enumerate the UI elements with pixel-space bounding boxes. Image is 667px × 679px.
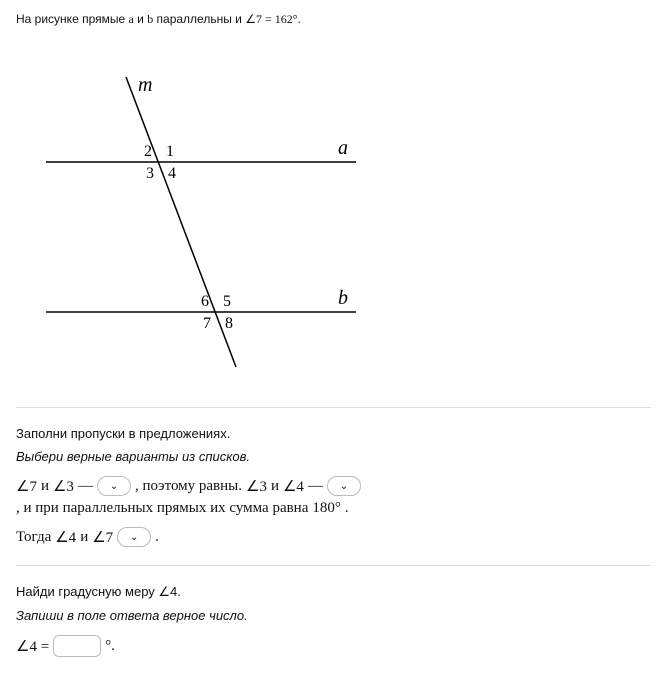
dash: —: [308, 478, 323, 495]
text: , поэтому равны.: [135, 478, 242, 495]
angle-3b: ∠3: [246, 477, 267, 496]
angle-7: ∠7: [16, 477, 37, 496]
section2-sub: Запиши в поле ответа верное число.: [16, 608, 651, 623]
svg-text:m: m: [138, 74, 152, 96]
text: Тогда: [16, 529, 51, 546]
angle-4: ∠4: [283, 477, 304, 496]
divider: [16, 565, 651, 566]
svg-text:3: 3: [146, 165, 154, 182]
svg-text:4: 4: [168, 165, 176, 182]
svg-text:7: 7: [203, 315, 211, 332]
svg-text:b: b: [338, 287, 348, 309]
text: , и при параллельных прямых их сумма рав…: [16, 500, 308, 517]
text: .: [155, 529, 159, 546]
fill-line-1: ∠7 и ∠3 — ⌄ , поэтому равны. ∠3 и ∠4 — ⌄…: [16, 476, 651, 517]
problem-statement: На рисунке прямые a и b параллельны и ∠7…: [16, 12, 651, 27]
deg-180: 180°: [312, 500, 341, 517]
given-angle: ∠7 = 162°: [245, 12, 297, 26]
text: .: [345, 500, 349, 517]
dash: —: [78, 478, 93, 495]
divider: [16, 407, 651, 408]
chevron-down-icon: ⌄: [130, 532, 138, 543]
diagram: m a b 12 34 56 78: [36, 67, 651, 377]
svg-text:8: 8: [225, 315, 233, 332]
angle-4b: ∠4: [55, 528, 76, 547]
svg-text:5: 5: [223, 293, 231, 310]
section2-title: Найди градусную меру ∠4.: [16, 584, 651, 600]
dropdown-1[interactable]: ⌄: [97, 476, 131, 496]
angle-4-eq: ∠4 =: [16, 637, 49, 656]
text: и: [41, 478, 49, 495]
fill-line-2: Тогда ∠4 и ∠7 ⌄ .: [16, 527, 651, 547]
answer-line: ∠4 = °.: [16, 635, 651, 657]
chevron-down-icon: ⌄: [110, 481, 118, 492]
chevron-down-icon: ⌄: [340, 481, 348, 492]
angle-7b: ∠7: [92, 528, 113, 547]
text: .: [298, 12, 301, 26]
text: и: [271, 478, 279, 495]
text: На рисунке прямые: [16, 12, 129, 26]
text: и: [134, 12, 147, 26]
svg-text:1: 1: [166, 143, 174, 160]
svg-text:a: a: [338, 137, 348, 159]
text: параллельны и: [153, 12, 245, 26]
angle-3: ∠3: [53, 477, 74, 496]
section1-title: Заполни пропуски в предложениях.: [16, 426, 651, 441]
text: и: [80, 529, 88, 546]
svg-text:2: 2: [144, 143, 152, 160]
section1-sub: Выбери верные варианты из списков.: [16, 449, 651, 464]
svg-text:6: 6: [201, 293, 209, 310]
deg-suffix: °.: [105, 638, 115, 655]
dropdown-2[interactable]: ⌄: [327, 476, 361, 496]
dropdown-3[interactable]: ⌄: [117, 527, 151, 547]
answer-input[interactable]: [53, 635, 101, 657]
